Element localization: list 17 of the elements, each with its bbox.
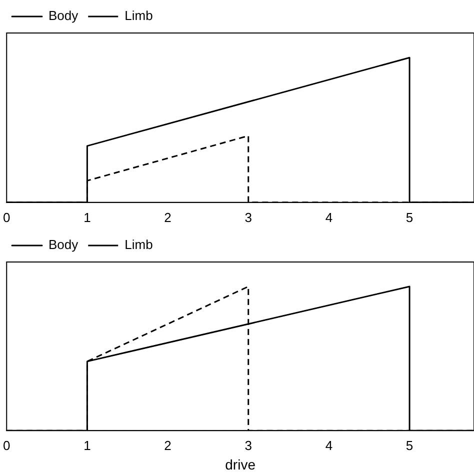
x-tick-label: 2 [164,438,172,453]
x-tick-label: 4 [325,438,333,453]
x-tick-label: 1 [84,210,91,225]
legend-label: Limb [124,237,153,252]
legend-label: Body [48,237,79,252]
x-tick-label: 0 [3,210,10,225]
x-tick-label: 2 [164,210,172,225]
x-tick-label: 4 [325,210,333,225]
legend-label: Limb [124,8,153,24]
x-tick-label: 3 [244,210,252,225]
x-tick-label: 0 [3,438,10,453]
legend-label: Body [48,8,79,24]
x-tick-label: 5 [406,438,414,453]
x-tick-label: 5 [406,210,414,225]
x-axis-title: drive [225,456,256,472]
x-tick-label: 3 [244,438,252,453]
x-tick-label: 1 [84,438,91,453]
